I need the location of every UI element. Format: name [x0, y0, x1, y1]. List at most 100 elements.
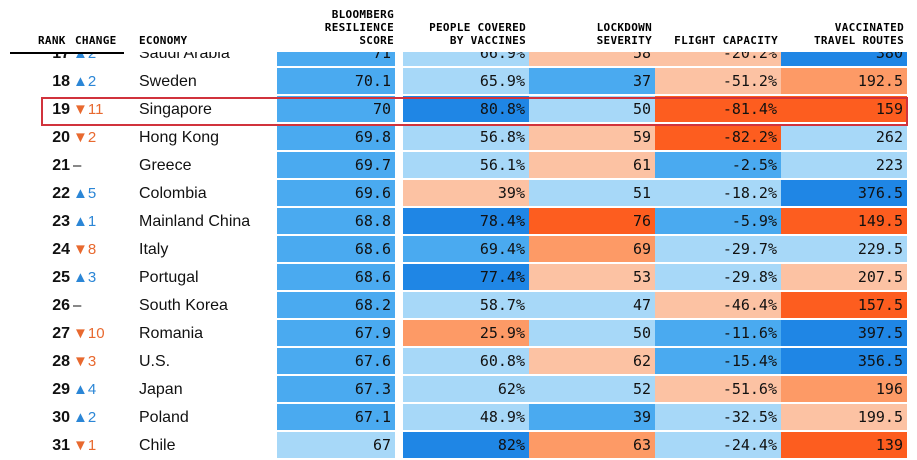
- table-row[interactable]: 20 ▼2 Hong Kong 69.8 56.8% 59 -82.2% 262: [0, 124, 917, 152]
- change-value: 2: [87, 73, 97, 90]
- economy-name: U.S.: [139, 353, 171, 370]
- vaccinated-travel-routes-cell: 397.5: [781, 320, 907, 346]
- resilience-score-cell: 67.6: [277, 348, 395, 374]
- table-row[interactable]: 30 ▲2 Poland 67.1 48.9% 39 -32.5% 199.5: [0, 404, 917, 432]
- economy-name: Portugal: [139, 269, 199, 286]
- change-cell: ▼11: [73, 96, 123, 124]
- resilience-score-cell: 68.8: [277, 208, 395, 234]
- arrow-up-icon: ▲: [73, 409, 88, 426]
- table-row[interactable]: 27 ▼10 Romania 67.9 25.9% 50 -11.6% 397.5: [0, 320, 917, 348]
- vaccinated-travel-routes-cell: 207.5: [781, 264, 907, 290]
- vaccine-coverage-cell: 56.8%: [403, 124, 529, 150]
- vaccinated-travel-routes-cell: 229.5: [781, 236, 907, 262]
- resilience-score-cell: 69.7: [277, 152, 395, 178]
- change-cell: ▼2: [73, 124, 123, 152]
- change-cell: ▲5: [73, 180, 123, 208]
- column-header-vaccinated-travel-routes[interactable]: VACCINATED TRAVEL ROUTES: [814, 21, 904, 47]
- column-header-flight-capacity[interactable]: FLIGHT CAPACITY: [674, 34, 778, 47]
- flight-capacity-cell: -46.4%: [655, 292, 781, 318]
- vaccinated-travel-routes-cell: 149.5: [781, 208, 907, 234]
- table-row[interactable]: 24 ▼8 Italy 68.6 69.4% 69 -29.7% 229.5: [0, 236, 917, 264]
- rank-cell: 19: [52, 101, 70, 118]
- column-header-lockdown-severity[interactable]: LOCKDOWN SEVERITY: [596, 21, 652, 47]
- vaccine-coverage-cell: 62%: [403, 376, 529, 402]
- arrow-up-icon: ▲: [73, 213, 88, 230]
- vaccinated-travel-routes-cell: 199.5: [781, 404, 907, 430]
- lockdown-severity-cell: 63: [529, 432, 655, 458]
- rank-cell: 26: [52, 297, 70, 314]
- change-value: 10: [87, 325, 105, 342]
- flight-capacity-cell: -15.4%: [655, 348, 781, 374]
- vaccine-coverage-cell: 39%: [403, 180, 529, 206]
- vaccinated-travel-routes-cell: 139: [781, 432, 907, 458]
- arrow-up-icon: ▲: [73, 269, 88, 286]
- table-row[interactable]: 21– Greece 69.7 56.1% 61 -2.5% 223: [0, 152, 917, 180]
- column-header-vaccine-coverage[interactable]: PEOPLE COVERED BY VACCINES: [429, 21, 526, 47]
- change-cell: ▲3: [73, 264, 123, 292]
- change-value: 1: [87, 213, 97, 230]
- vaccinated-travel-routes-cell: 192.5: [781, 68, 907, 94]
- resilience-score-cell: 68.6: [277, 236, 395, 262]
- resilience-score-cell: 67.1: [277, 404, 395, 430]
- lockdown-severity-cell: 50: [529, 320, 655, 346]
- arrow-down-icon: ▼: [73, 241, 88, 258]
- rank-cell: 25: [52, 269, 70, 286]
- flight-capacity-cell: -5.9%: [655, 208, 781, 234]
- change-value: –: [73, 297, 82, 314]
- change-cell: ▲4: [73, 376, 123, 404]
- economy-name: Japan: [139, 381, 183, 398]
- resilience-score-cell: 67: [277, 432, 395, 458]
- arrow-down-icon: ▼: [73, 101, 88, 118]
- column-header-rank[interactable]: RANK: [38, 34, 66, 47]
- table-row[interactable]: 18 ▲2 Sweden 70.1 65.9% 37 -51.2% 192.5: [0, 68, 917, 96]
- table-row[interactable]: 31 ▼1 Chile 67 82% 63 -24.4% 139: [0, 432, 917, 460]
- table-row[interactable]: 23 ▲1 Mainland China 68.8 78.4% 76 -5.9% 149.5: [0, 208, 917, 236]
- arrow-down-icon: ▼: [73, 353, 88, 370]
- change-value: 1: [87, 437, 97, 454]
- change-cell: ▼3: [73, 348, 123, 376]
- table-row[interactable]: 19 ▼11 Singapore 70 80.8% 50 -81.4% 159: [0, 96, 917, 124]
- vaccine-coverage-cell: 80.8%: [403, 96, 529, 122]
- lockdown-severity-cell: 69: [529, 236, 655, 262]
- economy-name: Hong Kong: [139, 129, 220, 146]
- change-cell: ▲1: [73, 208, 123, 236]
- header-underline: [10, 52, 124, 54]
- economy-name: South Korea: [139, 297, 228, 314]
- resilience-score-cell: 67.3: [277, 376, 395, 402]
- change-value: 3: [87, 269, 97, 286]
- vaccine-coverage-cell: 69.4%: [403, 236, 529, 262]
- vaccinated-travel-routes-cell: 196: [781, 376, 907, 402]
- table-row[interactable]: 28 ▼3 U.S. 67.6 60.8% 62 -15.4% 356.5: [0, 348, 917, 376]
- flight-capacity-cell: -81.4%: [655, 96, 781, 122]
- flight-capacity-cell: -29.8%: [655, 264, 781, 290]
- vaccine-coverage-cell: 82%: [403, 432, 529, 458]
- flight-capacity-cell: -2.5%: [655, 152, 781, 178]
- economy-name: Italy: [139, 241, 169, 258]
- flight-capacity-cell: -51.6%: [655, 376, 781, 402]
- table-row[interactable]: 25 ▲3 Portugal 68.6 77.4% 53 -29.8% 207.5: [0, 264, 917, 292]
- lockdown-severity-cell: 39: [529, 404, 655, 430]
- vaccinated-travel-routes-cell: 376.5: [781, 180, 907, 206]
- arrow-down-icon: ▼: [73, 437, 88, 454]
- column-header-resilience-score[interactable]: BLOOMBERG RESILIENCE SCORE: [324, 8, 394, 47]
- table-row[interactable]: 26– South Korea 68.2 58.7% 47 -46.4% 157.5: [0, 292, 917, 320]
- lockdown-severity-cell: 53: [529, 264, 655, 290]
- rank-cell: 27: [52, 325, 70, 342]
- column-header-change[interactable]: CHANGE: [75, 34, 117, 47]
- table-row[interactable]: 29 ▲4 Japan 67.3 62% 52 -51.6% 196: [0, 376, 917, 404]
- change-value: 4: [87, 381, 97, 398]
- change-value: –: [73, 157, 82, 174]
- table-row[interactable]: 22 ▲5 Colombia 69.6 39% 51 -18.2% 376.5: [0, 180, 917, 208]
- economy-name: Colombia: [139, 185, 207, 202]
- lockdown-severity-cell: 37: [529, 68, 655, 94]
- economy-name: Chile: [139, 437, 176, 454]
- rank-cell: 31: [52, 437, 70, 454]
- change-cell: ▼8: [73, 236, 123, 264]
- flight-capacity-cell: -29.7%: [655, 236, 781, 262]
- vaccine-coverage-cell: 60.8%: [403, 348, 529, 374]
- column-header-economy[interactable]: ECONOMY: [139, 34, 188, 47]
- vaccinated-travel-routes-cell: 157.5: [781, 292, 907, 318]
- vaccine-coverage-cell: 56.1%: [403, 152, 529, 178]
- rank-cell: 18: [52, 73, 70, 90]
- change-cell: ▼1: [73, 432, 123, 460]
